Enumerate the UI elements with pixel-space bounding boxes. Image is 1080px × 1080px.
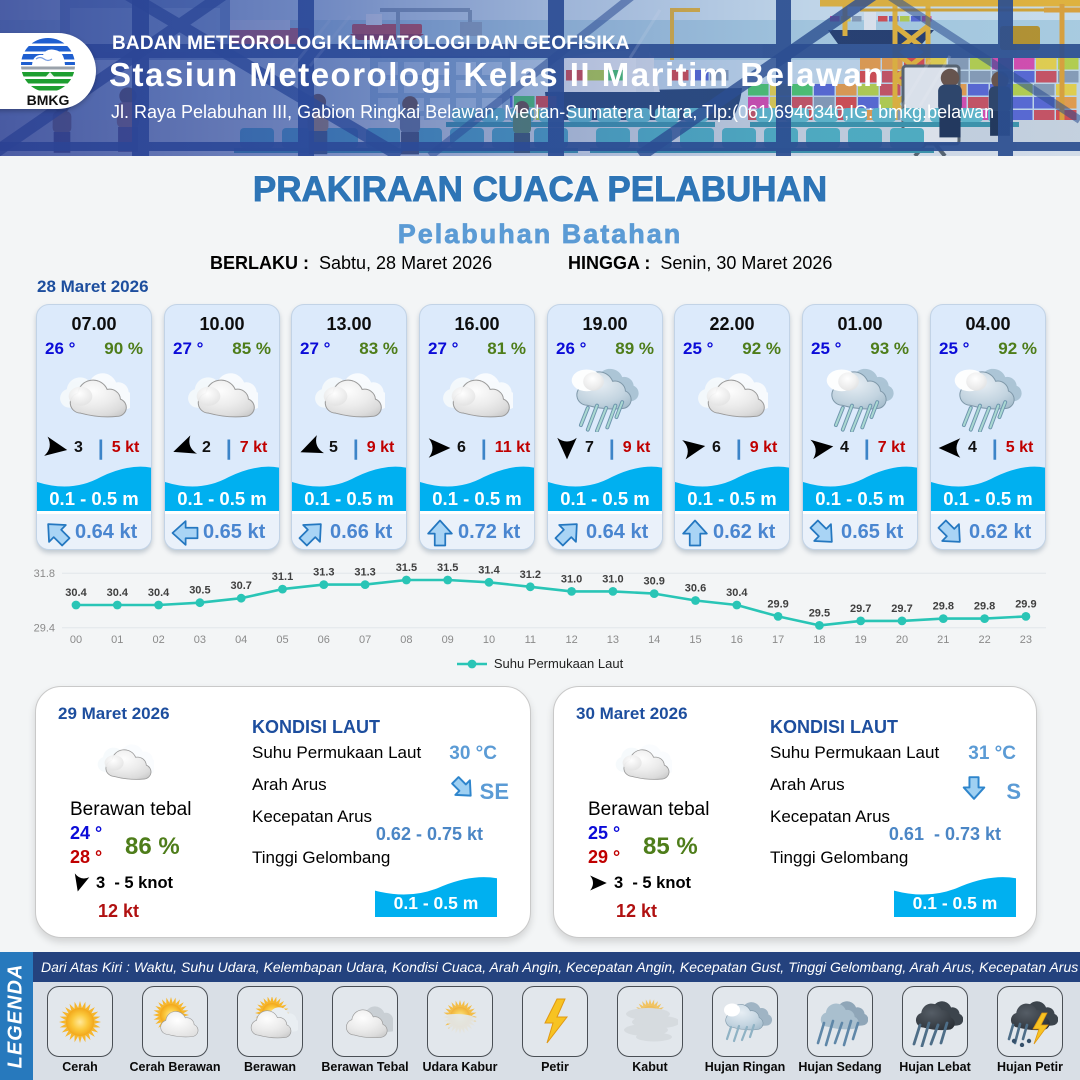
svg-text:12: 12 [565, 634, 577, 646]
svg-text:01: 01 [111, 634, 123, 646]
svg-text:30.4: 30.4 [148, 587, 170, 599]
svg-text:31.0: 31.0 [602, 573, 623, 585]
svg-text:31.2: 31.2 [520, 569, 541, 581]
svg-text:19: 19 [855, 634, 867, 646]
svg-text:29.8: 29.8 [974, 601, 995, 613]
svg-text:31.5: 31.5 [437, 562, 458, 574]
svg-text:13: 13 [607, 634, 619, 646]
svg-text:31.3: 31.3 [313, 567, 334, 579]
svg-text:30.4: 30.4 [107, 587, 129, 599]
svg-text:31.3: 31.3 [354, 567, 375, 579]
svg-text:08: 08 [400, 634, 412, 646]
svg-text:23: 23 [1020, 634, 1032, 646]
svg-text:11: 11 [525, 634, 536, 646]
svg-text:30.5: 30.5 [189, 585, 210, 597]
svg-text:17: 17 [772, 634, 784, 646]
svg-text:20: 20 [896, 634, 908, 646]
svg-text:16: 16 [731, 634, 743, 646]
svg-text:30.4: 30.4 [726, 587, 748, 599]
svg-text:29.4: 29.4 [34, 623, 55, 635]
svg-text:29.7: 29.7 [850, 603, 871, 615]
svg-text:30.6: 30.6 [685, 583, 706, 595]
svg-text:10: 10 [483, 634, 495, 646]
svg-text:29.7: 29.7 [891, 603, 912, 615]
svg-text:02: 02 [152, 634, 164, 646]
svg-text:31.5: 31.5 [396, 562, 417, 574]
svg-text:22: 22 [978, 634, 990, 646]
svg-text:21: 21 [937, 634, 949, 646]
svg-text:29.8: 29.8 [933, 601, 954, 613]
svg-text:15: 15 [689, 634, 701, 646]
svg-text:03: 03 [194, 634, 206, 646]
svg-text:14: 14 [648, 634, 660, 646]
svg-text:07: 07 [359, 634, 371, 646]
svg-text:31.0: 31.0 [561, 573, 582, 585]
svg-text:29.9: 29.9 [767, 598, 788, 610]
svg-text:29.5: 29.5 [809, 607, 830, 619]
svg-text:31.8: 31.8 [34, 568, 55, 580]
svg-text:31.1: 31.1 [272, 571, 293, 583]
svg-text:30.7: 30.7 [230, 580, 251, 592]
svg-text:29.9: 29.9 [1015, 598, 1036, 610]
svg-text:30.4: 30.4 [65, 587, 87, 599]
svg-text:31.4: 31.4 [478, 564, 500, 576]
svg-text:04: 04 [235, 634, 247, 646]
svg-text:00: 00 [70, 634, 82, 646]
svg-text:06: 06 [318, 634, 330, 646]
svg-text:05: 05 [276, 634, 288, 646]
svg-text:30.9: 30.9 [643, 576, 664, 588]
svg-text:18: 18 [813, 634, 825, 646]
svg-text:09: 09 [442, 634, 454, 646]
